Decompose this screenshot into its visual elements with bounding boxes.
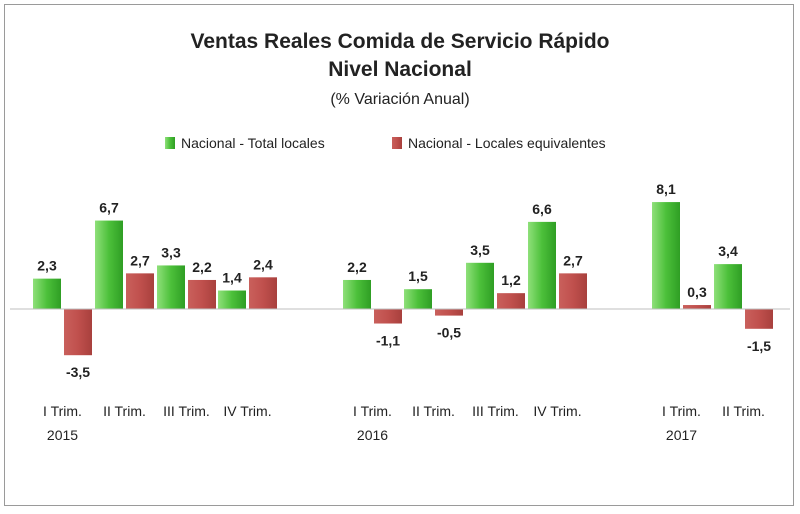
legend-label-total: Nacional - Total locales <box>181 135 325 151</box>
bar-equivalentes-3 <box>249 277 277 309</box>
bar-equivalentes-4 <box>374 309 402 324</box>
data-label-total-4: 2,2 <box>347 259 367 275</box>
data-label-equivalentes-3: 2,4 <box>253 256 273 272</box>
bar-total-5 <box>404 289 432 309</box>
bar-equivalentes-6 <box>497 293 525 309</box>
data-label-total-2: 3,3 <box>161 244 181 260</box>
bar-total-9 <box>714 264 742 309</box>
bar-total-6 <box>466 262 494 309</box>
data-label-total-1: 6,7 <box>99 200 119 216</box>
legend-swatch-equivalentes <box>392 137 402 149</box>
legend: Nacional - Total locales Nacional - Loca… <box>165 135 606 151</box>
data-label-equivalentes-6: 1,2 <box>501 272 521 288</box>
bar-total-8 <box>652 202 680 309</box>
bar-total-1 <box>95 220 123 309</box>
data-label-total-0: 2,3 <box>37 258 57 274</box>
data-label-total-5: 1,5 <box>408 268 428 284</box>
data-label-equivalentes-2: 2,2 <box>192 259 212 275</box>
chart-subtitle: (% Variación Anual) <box>330 91 469 108</box>
bar-equivalentes-0 <box>64 309 92 356</box>
year-label-2016: 2016 <box>357 427 388 443</box>
category-label-5: II Trim. <box>412 403 455 419</box>
bar-total-3 <box>218 290 246 309</box>
year-label-2017: 2017 <box>666 427 697 443</box>
bar-equivalentes-8 <box>683 305 711 309</box>
data-label-equivalentes-8: 0,3 <box>687 284 707 300</box>
category-label-9: II Trim. <box>722 403 765 419</box>
category-label-4: I Trim. <box>353 403 392 419</box>
bar-total-2 <box>157 265 185 309</box>
data-label-equivalentes-9: -1,5 <box>747 338 771 354</box>
bar-equivalentes-1 <box>126 273 154 309</box>
data-label-equivalentes-0: -3,5 <box>66 364 90 380</box>
bar-equivalentes-9 <box>745 309 773 329</box>
category-labels-layer: I Trim. II Trim. III Trim. IV Trim. I Trim. I… <box>43 403 765 443</box>
year-label-2015: 2015 <box>47 427 78 443</box>
bar-equivalentes-5 <box>435 309 463 316</box>
bar-total-0 <box>33 278 61 309</box>
category-label-6: III Trim. <box>472 403 519 419</box>
data-label-total-8: 8,1 <box>656 181 676 197</box>
category-label-0: I Trim. <box>43 403 82 419</box>
category-label-7: IV Trim. <box>533 403 581 419</box>
data-label-equivalentes-7: 2,7 <box>563 252 583 268</box>
data-label-equivalentes-4: -1,1 <box>376 333 400 349</box>
legend-label-equivalentes: Nacional - Locales equivalentes <box>408 135 606 151</box>
bar-total-7 <box>528 221 556 309</box>
bar-equivalentes-7 <box>559 273 587 309</box>
legend-swatch-total <box>165 137 175 149</box>
data-label-total-3: 1,4 <box>222 270 242 286</box>
category-label-3: IV Trim. <box>223 403 271 419</box>
data-label-total-9: 3,4 <box>718 243 738 259</box>
bar-total-4 <box>343 279 371 309</box>
data-label-total-6: 3,5 <box>470 242 490 258</box>
chart-title: Ventas Reales Comida de Servicio Rápido <box>191 30 610 53</box>
data-labels-layer: 2,3 -3,5 6,7 2,7 3,3 2,2 1,4 2,4 2,2 -1,1 1,5 -0,5 3… <box>37 181 771 380</box>
bars-layer <box>33 202 773 356</box>
data-label-equivalentes-1: 2,7 <box>130 252 150 268</box>
data-label-total-7: 6,6 <box>532 201 552 217</box>
category-label-2: III Trim. <box>163 403 210 419</box>
data-label-equivalentes-5: -0,5 <box>437 325 461 341</box>
category-label-8: I Trim. <box>662 403 701 419</box>
chart-title-line2: Nivel Nacional <box>328 58 472 81</box>
bar-equivalentes-2 <box>188 279 216 309</box>
category-label-1: II Trim. <box>103 403 146 419</box>
